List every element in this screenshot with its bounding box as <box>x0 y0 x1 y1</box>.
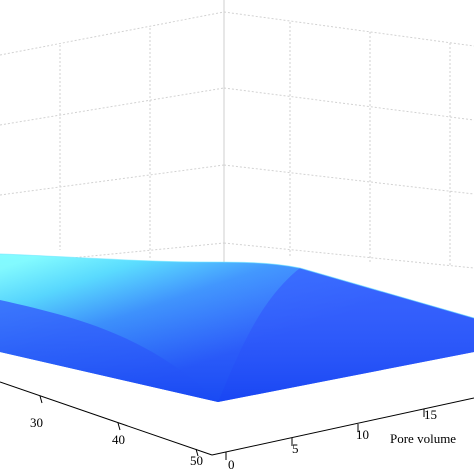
x-tick-5: 5 <box>292 441 299 456</box>
y-tick-30: 30 <box>30 415 43 430</box>
x-axis-label: Pore volume <box>390 431 456 446</box>
surface <box>0 253 474 402</box>
x-tick-15: 15 <box>424 407 437 422</box>
floor-axes <box>0 381 474 460</box>
x-tick-10: 10 <box>356 427 369 442</box>
back-wall-grid <box>0 11 474 269</box>
x-tick-0: 0 <box>228 457 235 472</box>
y-tick-50: 50 <box>190 453 203 468</box>
y-tick-40: 40 <box>112 432 125 447</box>
